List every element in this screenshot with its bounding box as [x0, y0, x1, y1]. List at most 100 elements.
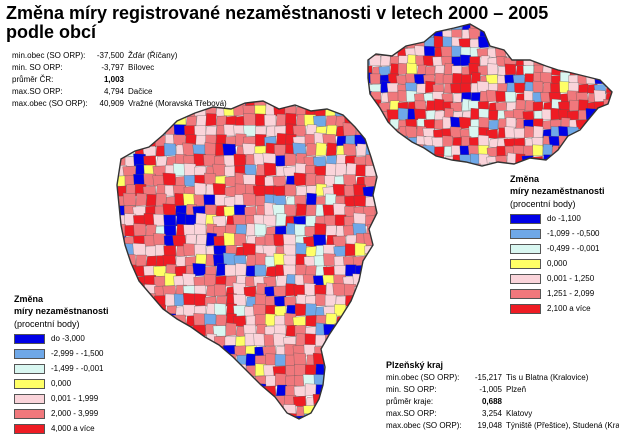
municipality-area — [145, 105, 157, 117]
municipality-area — [432, 83, 445, 94]
municipality-area — [386, 124, 397, 136]
municipality-area — [285, 196, 297, 207]
municipality-area — [326, 142, 337, 157]
municipality-area — [294, 223, 307, 237]
municipality-area — [567, 126, 580, 139]
municipality-area — [235, 263, 247, 277]
municipality-area — [195, 234, 207, 247]
municipality-area — [332, 415, 347, 419]
municipality-area — [603, 36, 612, 49]
municipality-area — [532, 24, 544, 31]
stat-value: 19,048 — [477, 421, 502, 430]
municipality-area — [375, 293, 377, 307]
municipality-area — [164, 324, 177, 337]
municipality-area — [295, 185, 307, 197]
municipality-area — [155, 405, 167, 417]
municipality-area — [125, 284, 137, 297]
municipality-area — [524, 28, 535, 40]
municipality-area — [134, 306, 147, 318]
municipality-area — [395, 146, 406, 157]
municipality-area — [414, 108, 427, 121]
stat-label: průměr kraje: — [386, 397, 434, 406]
municipality-area — [559, 30, 571, 40]
municipality-area — [225, 322, 237, 337]
municipality-area — [371, 24, 382, 31]
municipality-area — [323, 363, 337, 377]
municipality-area — [497, 163, 508, 166]
municipality-area — [355, 395, 367, 407]
legend-subheading: míry nezaměstnanosti — [14, 306, 109, 316]
municipality-area — [305, 315, 317, 327]
municipality-area — [184, 336, 197, 348]
municipality-area — [215, 275, 227, 287]
municipality-area — [185, 395, 197, 407]
municipality-area — [551, 29, 562, 40]
municipality-area — [596, 136, 607, 148]
municipality-area — [205, 373, 217, 387]
municipality-area — [495, 24, 508, 31]
municipality-area — [395, 246, 406, 257]
municipality-area — [135, 405, 147, 417]
municipality-area — [333, 265, 347, 277]
legend-swatch — [14, 333, 45, 344]
municipality-area — [394, 345, 406, 356]
municipality-area — [133, 101, 147, 107]
municipality-area — [284, 153, 297, 167]
municipality-area — [385, 136, 396, 147]
map-title: Změna míry registrované nezaměstnanosti … — [6, 3, 549, 42]
municipality-area — [117, 336, 127, 347]
municipality-area — [144, 126, 157, 137]
municipality-area — [332, 283, 347, 297]
municipality-area — [575, 161, 589, 166]
municipality-area — [305, 303, 317, 317]
municipality-area — [345, 404, 357, 417]
municipality-area — [273, 285, 287, 297]
municipality-area — [184, 356, 197, 367]
municipality-area — [416, 83, 427, 94]
municipality-area — [549, 163, 562, 166]
municipality-area — [569, 163, 580, 166]
municipality-area — [385, 96, 396, 107]
municipality-area — [386, 343, 397, 356]
municipality-area — [386, 335, 397, 346]
municipality-area — [255, 252, 267, 267]
legend-label: 4,000 a více — [51, 424, 95, 433]
municipality-area — [585, 63, 598, 76]
municipality-area — [244, 164, 257, 177]
municipality-area — [342, 385, 357, 397]
municipality-area — [405, 153, 415, 166]
municipality-area — [215, 205, 227, 217]
municipality-area — [613, 165, 616, 170]
municipality-area — [144, 394, 157, 407]
municipality-area — [375, 354, 377, 367]
municipality-area — [345, 135, 357, 147]
municipality-area — [487, 63, 499, 76]
municipality-area — [224, 414, 237, 419]
municipality-area — [255, 175, 267, 187]
municipality-area — [205, 101, 217, 107]
municipality-area — [363, 294, 377, 307]
municipality-area — [183, 292, 197, 307]
municipality-area — [254, 223, 267, 237]
municipality-area — [404, 336, 415, 347]
municipality-area — [184, 374, 197, 387]
municipality-area — [175, 345, 187, 357]
municipality-area — [596, 54, 607, 67]
municipality-area — [406, 62, 418, 76]
municipality-area — [376, 196, 377, 208]
legend-item: 0,001 - 1,250 — [510, 271, 605, 286]
municipality-area — [117, 256, 127, 268]
municipality-area — [355, 323, 367, 337]
municipality-area — [614, 30, 616, 40]
municipality-area — [569, 28, 580, 40]
municipality-area — [163, 385, 177, 397]
municipality-area — [265, 405, 277, 417]
municipality-area — [134, 384, 147, 397]
municipality-area — [123, 293, 137, 307]
municipality-area — [122, 192, 137, 207]
municipality-area — [384, 236, 396, 247]
municipality-area — [226, 385, 237, 397]
municipality-area — [153, 265, 167, 277]
municipality-area — [425, 100, 436, 112]
municipality-area — [117, 322, 127, 337]
